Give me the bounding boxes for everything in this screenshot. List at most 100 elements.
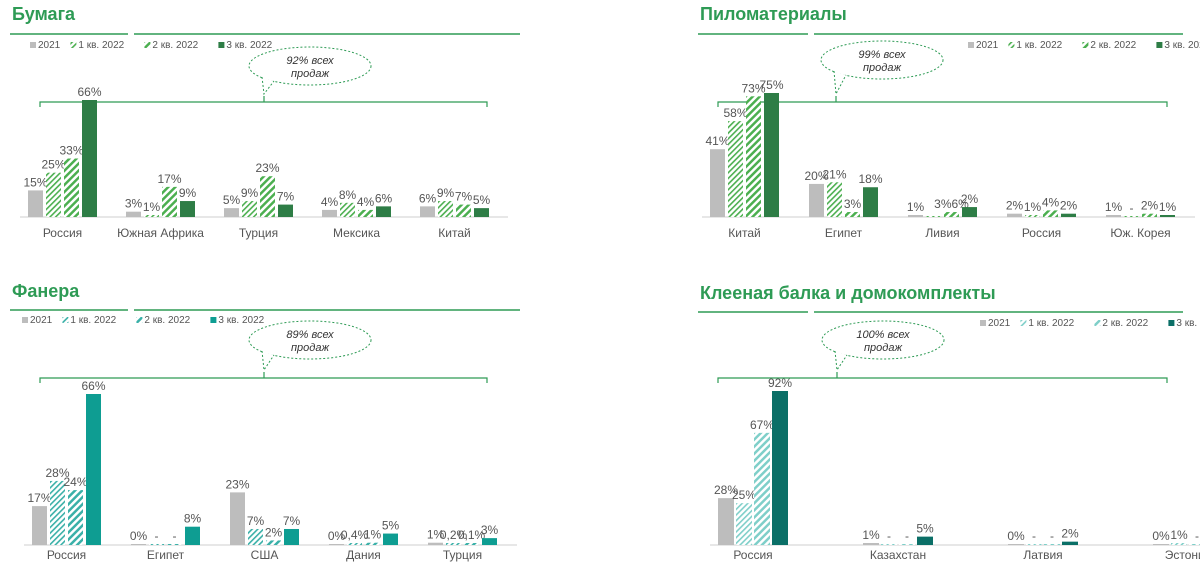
callout-text: продаж (291, 342, 329, 354)
legend-swatch (980, 320, 986, 326)
bar (1142, 213, 1157, 217)
category-label: Ливия (925, 226, 959, 240)
data-label: 1% (1170, 528, 1188, 542)
data-label: 3% (481, 523, 499, 537)
data-label: 21% (822, 167, 846, 181)
legend-swatch (70, 42, 77, 48)
legend-label: 1 кв. 2022 (70, 315, 116, 326)
chart-glulam: 2021 1 кв. 2022 2 кв. 2022 3 кв. 2022 100% в… (698, 311, 1200, 562)
data-label: 1% (907, 200, 925, 214)
bar (482, 538, 497, 545)
legend-swatch (144, 42, 151, 48)
data-label: 8% (339, 188, 357, 202)
chart-title: Клееная балка и домокомплекты (700, 283, 996, 303)
data-label: 2% (265, 525, 283, 539)
bar (446, 543, 461, 545)
bar (358, 209, 373, 217)
data-label: 73% (741, 81, 765, 95)
data-label: 2% (1060, 199, 1078, 213)
bar (474, 208, 489, 217)
data-label: 1% (1159, 200, 1177, 214)
data-label: 67% (750, 418, 774, 432)
bar (1062, 541, 1078, 545)
data-label: - (1050, 529, 1054, 543)
bar (746, 96, 761, 217)
bar (1007, 213, 1022, 217)
data-label: 2% (961, 192, 979, 206)
category-label: Турция (239, 226, 278, 240)
chart-lumber: 2021 1 кв. 2022 2 кв. 2022 3 кв. 2022 99% вс… (698, 33, 1200, 240)
data-label: 5% (916, 522, 934, 536)
bar (428, 542, 443, 545)
data-label: 5% (382, 519, 400, 533)
bracket (717, 96, 1168, 107)
bar (1044, 544, 1060, 545)
bar (86, 394, 101, 545)
chart-title: Фанера (12, 281, 80, 301)
data-label: 24% (63, 475, 87, 489)
bar (32, 506, 47, 545)
data-label: 0% (328, 529, 346, 543)
data-label: 2% (1061, 527, 1079, 541)
data-label: 9% (179, 186, 197, 200)
bar (278, 204, 293, 217)
category-label: Россия (43, 226, 82, 240)
bar (64, 158, 79, 217)
data-label: 8% (184, 512, 202, 526)
data-label: 28% (45, 466, 69, 480)
data-label: 3% (844, 197, 862, 211)
category-label: Египет (147, 548, 185, 562)
data-label: - (887, 529, 891, 543)
category-label: Юж. Корея (1110, 226, 1170, 240)
bar (180, 201, 195, 217)
legend-swatch (1008, 42, 1015, 48)
data-label: - (173, 529, 177, 543)
bar (284, 528, 299, 545)
bar (131, 544, 146, 545)
data-label: 33% (59, 144, 83, 158)
bar (1124, 216, 1139, 217)
category-label: Россия (1022, 226, 1061, 240)
bar (754, 432, 770, 545)
data-label: 58% (723, 106, 747, 120)
data-label: 0,1% (458, 528, 486, 542)
data-label: 6% (419, 191, 437, 205)
bar (1106, 215, 1121, 217)
legend-label: 2 кв. 2022 (152, 40, 198, 51)
data-label: 7% (247, 514, 265, 528)
data-label: 17% (27, 491, 51, 505)
bar (260, 176, 275, 217)
legend-label: 1 кв. 2022 (1028, 318, 1074, 329)
data-label: 4% (321, 195, 339, 209)
category-label: Эстония (1165, 548, 1200, 562)
bar (1153, 544, 1169, 545)
bar (710, 149, 725, 217)
bar (46, 172, 61, 217)
callout-text: 92% всех (286, 55, 334, 67)
callout-text: 89% всех (286, 329, 334, 341)
data-label: 17% (157, 172, 181, 186)
legend-swatch (22, 317, 28, 323)
category-label: Турция (443, 548, 482, 562)
bar (908, 215, 923, 217)
data-label: 0% (130, 529, 148, 543)
bar (1008, 544, 1024, 545)
data-label: 1% (862, 528, 880, 542)
bar (881, 544, 897, 545)
legend-swatch (1168, 320, 1175, 326)
data-label: 2% (1006, 199, 1024, 213)
data-label: 18% (858, 172, 882, 186)
data-label: - (155, 529, 159, 543)
legend-label: 2021 (976, 40, 999, 51)
callout-text: продаж (863, 62, 901, 74)
data-label: 5% (223, 193, 241, 207)
data-label: 5% (473, 193, 491, 207)
category-label: Латвия (1023, 548, 1062, 562)
bar (185, 526, 200, 545)
legend-swatch (136, 317, 143, 323)
legend-swatch (1156, 42, 1163, 48)
